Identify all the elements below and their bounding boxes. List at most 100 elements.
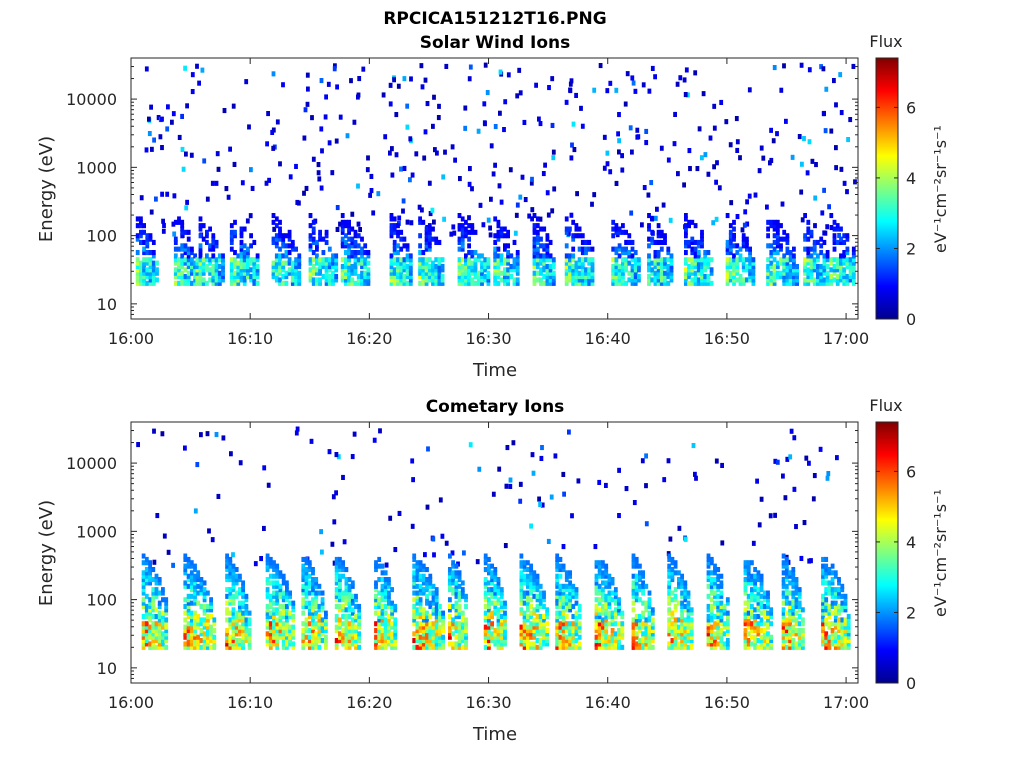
spectrogram-cell xyxy=(427,239,432,245)
spectrogram-cell xyxy=(464,267,468,273)
spectrogram-cell xyxy=(344,274,348,280)
spectrogram-cell xyxy=(173,253,178,259)
spectrogram-cell xyxy=(383,641,388,647)
spectrogram-cell xyxy=(709,628,714,634)
spectrogram-cell xyxy=(613,600,618,606)
spectrogram-cell xyxy=(142,223,146,229)
spectrogram-cell xyxy=(464,226,468,232)
spectrogram-cell xyxy=(247,610,252,616)
spectrogram-cell xyxy=(231,573,236,579)
spectrogram-cell xyxy=(353,229,358,235)
spectrogram-cell xyxy=(561,638,566,644)
spectrogram-cell xyxy=(206,614,210,620)
spectrogram-cell xyxy=(545,634,550,640)
spectrogram-cell xyxy=(210,180,215,186)
spectrogram-cell xyxy=(686,617,691,623)
spectrogram-cell xyxy=(206,628,210,634)
spectrogram-cell xyxy=(341,621,345,627)
spectrogram-cell xyxy=(782,267,787,273)
spectrogram-cell xyxy=(617,229,622,235)
spectrogram-cell xyxy=(486,280,491,286)
x-tick-label: 16:10 xyxy=(227,329,273,348)
spectrogram-cell xyxy=(347,644,352,650)
spectrogram-cell xyxy=(244,634,249,640)
spectrogram-cell xyxy=(800,161,804,167)
spectrogram-cell xyxy=(334,624,339,630)
spectrogram-cell xyxy=(816,257,820,263)
spectrogram-cell xyxy=(415,590,420,596)
spectrogram-cell xyxy=(571,590,576,596)
spectrogram-cell xyxy=(231,638,236,644)
spectrogram-cell xyxy=(390,631,394,637)
spectrogram-cell xyxy=(732,257,736,263)
spectrogram-cell xyxy=(503,280,507,286)
spectrogram-cell xyxy=(845,233,850,239)
spectrogram-cell xyxy=(574,270,579,276)
spectrogram-cell xyxy=(357,631,362,637)
spectrogram-cell xyxy=(247,644,252,650)
spectrogram-cell xyxy=(519,577,524,583)
spectrogram-cell xyxy=(829,213,834,219)
spectrogram-cell xyxy=(538,631,543,637)
spectrogram-cell xyxy=(680,583,684,589)
spectrogram-cell xyxy=(833,607,838,613)
spectrogram-cell xyxy=(647,614,652,620)
spectrogram-cell xyxy=(788,590,792,596)
spectrogram-cell xyxy=(331,257,335,263)
spectrogram-cell xyxy=(360,246,364,252)
spectrogram-cell xyxy=(186,556,191,562)
spectrogram-cell xyxy=(405,264,410,270)
spectrogram-cell xyxy=(483,624,488,630)
spectrogram-cell xyxy=(490,621,494,627)
spectrogram-cell xyxy=(483,277,488,283)
spectrogram-cell xyxy=(647,628,652,634)
spectrogram-cell xyxy=(571,264,576,270)
spectrogram-cell xyxy=(448,624,452,630)
spectrogram-cell xyxy=(801,644,805,650)
spectrogram-cell xyxy=(753,192,758,198)
spectrogram-cell xyxy=(380,597,385,603)
spectrogram-cell xyxy=(748,260,752,266)
spectrogram-cell xyxy=(750,614,754,620)
spectrogram-cell xyxy=(408,264,413,270)
spectrogram-cell xyxy=(389,229,394,235)
spectrogram-cell xyxy=(803,277,807,283)
spectrogram-cell xyxy=(421,621,426,627)
spectrogram-cell xyxy=(464,603,468,609)
spectrogram-cell xyxy=(353,257,358,263)
spectrogram-cell xyxy=(344,644,349,650)
spectrogram-cell xyxy=(802,136,806,142)
spectrogram-cell xyxy=(377,621,382,627)
spectrogram-cell xyxy=(837,641,841,647)
spectrogram-cell xyxy=(186,593,191,599)
spectrogram-cell xyxy=(766,600,770,606)
spectrogram-cell xyxy=(728,236,733,242)
spectrogram-cell xyxy=(610,617,615,623)
spectrogram-cell xyxy=(460,624,465,630)
spectrogram-cell xyxy=(314,624,319,630)
spectrogram-cell xyxy=(551,274,556,280)
spectrogram-cell xyxy=(542,264,547,270)
spectrogram-cell xyxy=(706,621,711,627)
spectrogram-cell xyxy=(154,631,159,637)
spectrogram-cell xyxy=(460,628,465,634)
spectrogram-cell xyxy=(420,207,424,213)
spectrogram-cell xyxy=(265,567,270,573)
spectrogram-cell xyxy=(185,103,189,109)
spectrogram-cell xyxy=(792,253,796,259)
spectrogram-cell xyxy=(781,473,785,479)
spectrogram-cell xyxy=(584,280,588,286)
spectrogram-cell xyxy=(780,201,785,207)
spectrogram-cell xyxy=(288,174,293,180)
spectrogram-cell xyxy=(697,126,702,132)
spectrogram-cell xyxy=(409,220,414,226)
spectrogram-cell xyxy=(349,78,353,84)
spectrogram-cell xyxy=(320,549,324,555)
spectrogram-cell xyxy=(241,614,245,620)
spectrogram-cell xyxy=(285,634,289,640)
spectrogram-cell xyxy=(834,102,838,108)
spectrogram-cell xyxy=(431,631,436,637)
spectrogram-cell xyxy=(424,280,429,286)
spectrogram-cell xyxy=(756,628,761,634)
spectrogram-cell xyxy=(772,274,777,280)
